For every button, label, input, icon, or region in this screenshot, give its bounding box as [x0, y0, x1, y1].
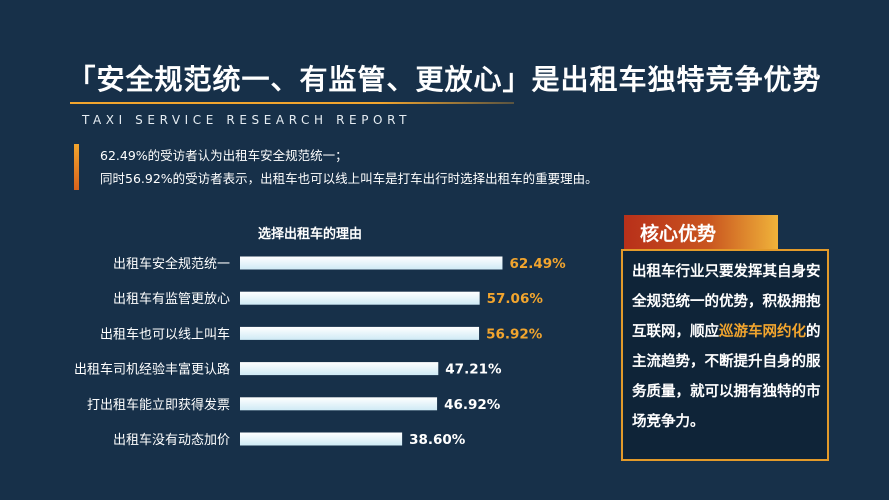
panel-text-after: 的主流趋势，不断提升自身的服务质量，就可以拥有独特的市场竞争力。 [632, 324, 821, 430]
chart-title: 选择出租车的理由 [257, 227, 362, 242]
core-advantage-text: 出租车行业只要发挥其自身安全规范统一的优势，积极拥抱互联网，顺应巡游车网约化的主… [632, 257, 828, 437]
value-label: 57.06% [487, 291, 544, 307]
value-label: 56.92% [486, 326, 543, 342]
category-label: 出租车有监管更放心 [113, 291, 230, 307]
panel-text-before: 出租车行业只要发挥其自身安全规范统一的优势，积极拥抱互联网，顺应 [632, 264, 821, 340]
title-underline [70, 102, 514, 104]
bar [240, 397, 438, 411]
value-label: 46.92% [444, 397, 501, 413]
core-advantage-tab [624, 215, 778, 249]
category-label: 出租车也可以线上叫车 [100, 326, 230, 342]
category-label: 出租车司机经验丰富更认路 [74, 362, 230, 378]
bar [240, 291, 480, 305]
bar [240, 256, 503, 270]
value-label: 38.60% [409, 432, 466, 448]
category-label: 出租车安全规范统一 [113, 256, 230, 272]
category-label: 出租车没有动态加价 [113, 432, 230, 448]
summary-accent-bar [74, 144, 79, 190]
summary-line-1: 62.49%的受访者认为出租车安全规范统一； [100, 148, 348, 163]
bar-chart: 出租车安全规范统一 62.49% 出租车有监管更放心 57.06% 出租车也可以线上叫车… [74, 256, 566, 448]
bar [240, 432, 403, 446]
core-advantage-panel [621, 249, 829, 461]
panel-highlight: 巡游车网约化 [719, 324, 806, 340]
page-title: 「安全规范统一、有监管、更放心」是出租车独特竞争优势 [67, 63, 822, 96]
summary-text: 62.49%的受访者认为出租车安全规范统一； 同时56.92%的受访者表示，出租… [100, 144, 598, 190]
bar [240, 326, 480, 340]
page-subtitle: TAXI SERVICE RESEARCH REPORT [82, 113, 412, 127]
value-label: 47.21% [445, 362, 502, 378]
core-advantage-title: 核心优势 [640, 223, 717, 245]
category-label: 打出租车能立即获得发票 [87, 397, 230, 413]
value-label: 62.49% [509, 256, 566, 272]
bar [240, 362, 439, 376]
summary-line-2: 同时56.92%的受访者表示，出租车也可以线上叫车是打车出行时选择出租车的重要理… [100, 171, 598, 186]
